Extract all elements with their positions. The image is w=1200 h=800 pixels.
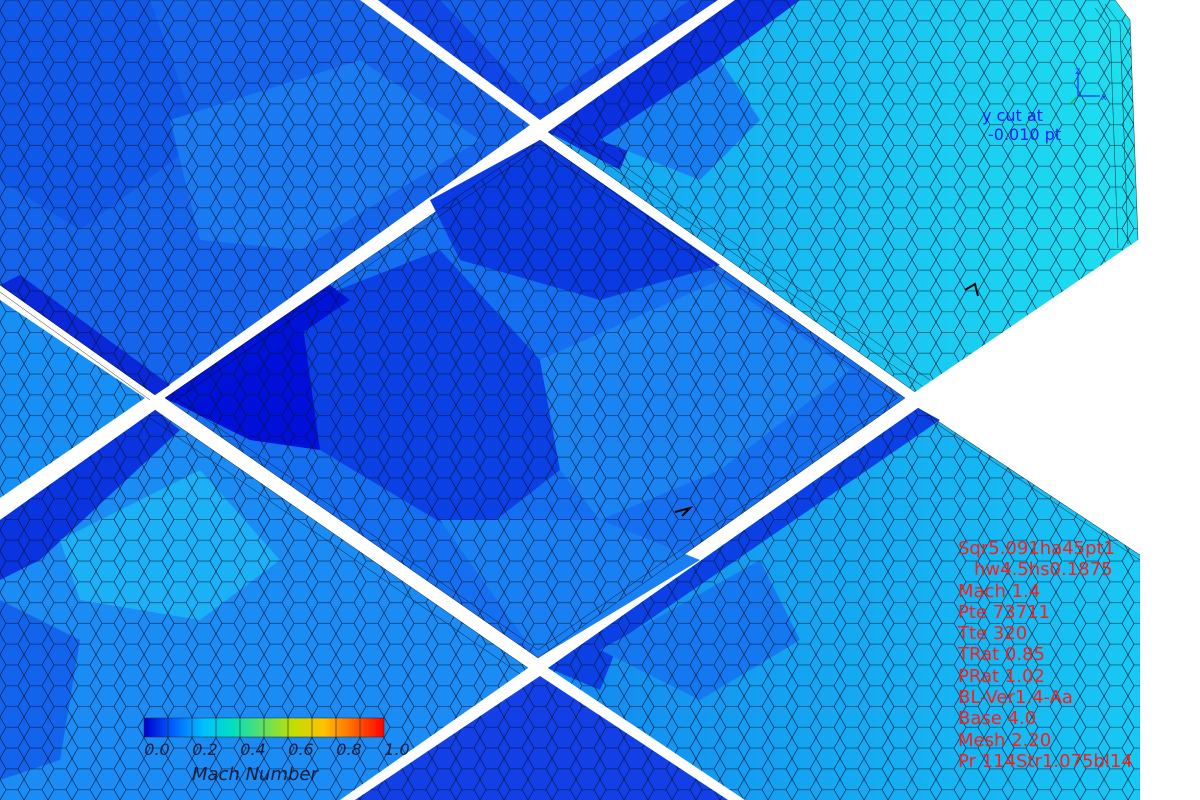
param-line: Mesh 2.20 [958,729,1052,751]
tile-top-middle[interactable] [378,0,718,120]
param-line: Tte 320 [958,623,1028,645]
param-line: Sqr5.091ha45pt1 [958,538,1116,559]
colorbar-tick: 0.6 [288,740,314,759]
parameter-list: Sqr5.091ha45pt1 hw4.5hs0.1875 Mach 1.4 P… [958,538,1133,772]
axis-z-label: z [1075,66,1080,77]
param-line: Pte 73711 [958,601,1050,623]
boundary-layer-lines [0,0,1141,675]
cut-label: y cut at -0.010 pt [982,106,1061,144]
axis-x-label: x [1101,92,1107,103]
param-line: TRat 0.85 [958,644,1045,666]
tile-center[interactable] [165,140,905,658]
mesh-artifacts [674,282,979,517]
tile-top-left[interactable] [0,0,530,395]
param-line: Pr 114Str1.075bl14 [958,750,1133,772]
param-line: PRat 1.02 [958,665,1045,687]
colorbar [143,717,385,738]
cut-label-line2: -0.010 pt [988,125,1062,144]
param-line: BL-Ver1.4-Aa [958,687,1073,709]
tile-left-middle[interactable] [0,300,145,498]
colorbar-tick: 0.8 [336,740,362,759]
colorbar-tick: 1.0 [384,740,410,759]
tile-bottom-right[interactable] [548,408,1140,800]
colorbar-tick: 0.0 [144,740,170,759]
param-line: Mach 1.4 [958,580,1041,602]
tile-bottom-left[interactable] [0,410,528,800]
tile-top-right[interactable] [548,0,1138,392]
colorbar-tick: 0.4 [240,740,266,759]
colorbar-ticks: 0.0 0.2 0.4 0.6 0.8 1.0 [140,740,420,760]
param-line: hw4.5hs0.1875 [974,559,1113,581]
param-line: Base 4.0 [958,708,1037,730]
axis-triad: z x [1069,66,1107,105]
cut-label-line1: y cut at [982,106,1043,125]
colorbar-tick: 0.2 [192,740,218,759]
tile-bottom-middle[interactable] [355,676,728,800]
colorbar-title: Mach Number [192,764,318,785]
